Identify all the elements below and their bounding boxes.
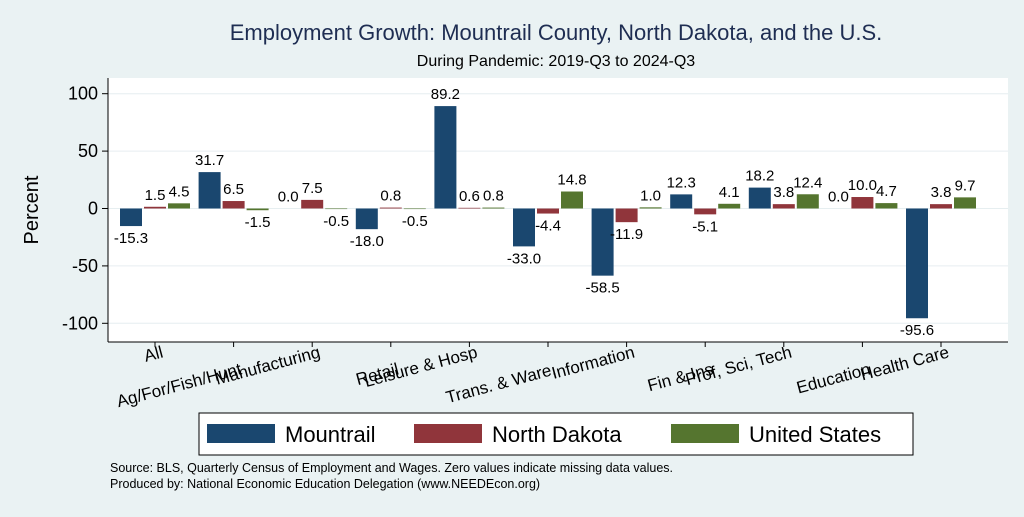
bar: [748, 187, 771, 209]
data-label: 0.0: [278, 189, 299, 206]
x-tick-label: All: [142, 343, 165, 366]
data-label: 7.5: [302, 180, 323, 197]
legend: Mountrail North Dakota United States: [198, 412, 914, 456]
data-label: 18.2: [745, 168, 774, 185]
bar: [168, 203, 190, 209]
y-tick-label: -100: [62, 313, 98, 333]
bar: [482, 207, 505, 209]
data-label: -11.9: [610, 226, 643, 243]
legend-label: United States: [749, 422, 881, 447]
legend-label: North Dakota: [492, 422, 622, 447]
data-label: 1.0: [640, 187, 661, 204]
bar: [930, 204, 952, 209]
legend-swatch: [207, 424, 275, 443]
bar: [796, 194, 819, 209]
data-label: 6.5: [223, 181, 244, 198]
bar-layer: [120, 106, 976, 319]
bar: [144, 206, 166, 209]
bar: [301, 199, 324, 209]
bar: [561, 191, 583, 209]
y-tick-layer: 100 50 0 -50 -100: [62, 78, 109, 342]
y-tick-label: 50: [78, 141, 98, 161]
data-label: 12.3: [667, 174, 696, 191]
data-label: -4.4: [535, 218, 561, 235]
bar: [403, 208, 426, 210]
legend-label: Mountrail: [285, 422, 375, 447]
x-tick-label: Information: [550, 343, 637, 383]
bar: [120, 208, 142, 227]
chart-title: Employment Growth: Mountrail County, Nor…: [230, 20, 883, 45]
bar: [355, 208, 378, 230]
x-tick-label: Manufacturing: [213, 343, 322, 389]
data-label: -33.0: [507, 250, 541, 267]
bar: [851, 197, 874, 209]
bar: [246, 208, 269, 211]
x-tick-label: Trans. & Ware.: [444, 360, 558, 408]
bar: [513, 208, 535, 247]
data-label: -0.5: [402, 213, 428, 230]
bar: [325, 208, 348, 210]
data-label: 89.2: [431, 86, 460, 103]
data-label: 4.1: [719, 184, 740, 201]
data-label: 4.5: [169, 183, 190, 200]
bar: [772, 204, 795, 209]
bar: [222, 201, 245, 209]
data-label: 0.8: [483, 188, 504, 205]
bar: [615, 208, 638, 223]
data-label: -0.5: [323, 213, 349, 230]
data-label: 14.8: [557, 172, 586, 189]
value-label-layer: -15.31.5 4.531.76.5-1.50.07.5-0.5-18.00.8…: [114, 86, 976, 339]
bar: [591, 208, 614, 276]
bar: [379, 207, 402, 209]
data-label: 4.7: [876, 183, 897, 200]
data-label: 12.4: [793, 174, 822, 191]
bar: [718, 203, 741, 209]
data-label: 0.8: [380, 188, 401, 205]
y-tick-label: -50: [72, 256, 98, 276]
footer-source: Source: BLS, Quarterly Census of Employm…: [110, 461, 673, 475]
y-tick-label: 0: [88, 199, 98, 219]
bar: [639, 207, 662, 209]
x-tick-label: Health Care: [858, 343, 951, 385]
data-label: -18.0: [350, 233, 384, 250]
bar: [875, 203, 898, 209]
data-label: -1.5: [245, 214, 271, 231]
bar: [906, 208, 928, 319]
bar: [694, 208, 717, 215]
legend-box: [198, 412, 914, 456]
x-tick-label: Prof, Sci, Tech: [683, 343, 793, 390]
data-label: -95.6: [900, 322, 934, 339]
data-label: 9.7: [955, 177, 976, 194]
legend-swatch: [671, 424, 739, 443]
y-axis-label: Percent: [21, 175, 43, 244]
data-label: 3.8: [773, 184, 794, 201]
data-label: 10.0: [848, 177, 877, 194]
chart-subtitle: During Pandemic: 2019-Q3 to 2024-Q3: [417, 53, 695, 70]
data-label: 0.0: [828, 189, 849, 206]
data-label: -58.5: [585, 280, 619, 297]
bar: [198, 172, 221, 209]
bar: [434, 106, 457, 209]
footer-produced: Produced by: National Economic Education…: [110, 477, 540, 491]
data-label: 0.6: [459, 188, 480, 205]
bar: [954, 197, 976, 209]
data-label: 1.5: [145, 187, 166, 204]
y-tick-label: 100: [68, 84, 98, 104]
data-label: 31.7: [195, 152, 224, 169]
data-label: 3.8: [931, 184, 952, 201]
bar: [458, 207, 481, 209]
data-label: -5.1: [692, 218, 718, 235]
data-label: -15.3: [114, 230, 148, 247]
bar: [537, 208, 559, 214]
bar: [670, 194, 693, 209]
legend-swatch: [414, 424, 482, 443]
